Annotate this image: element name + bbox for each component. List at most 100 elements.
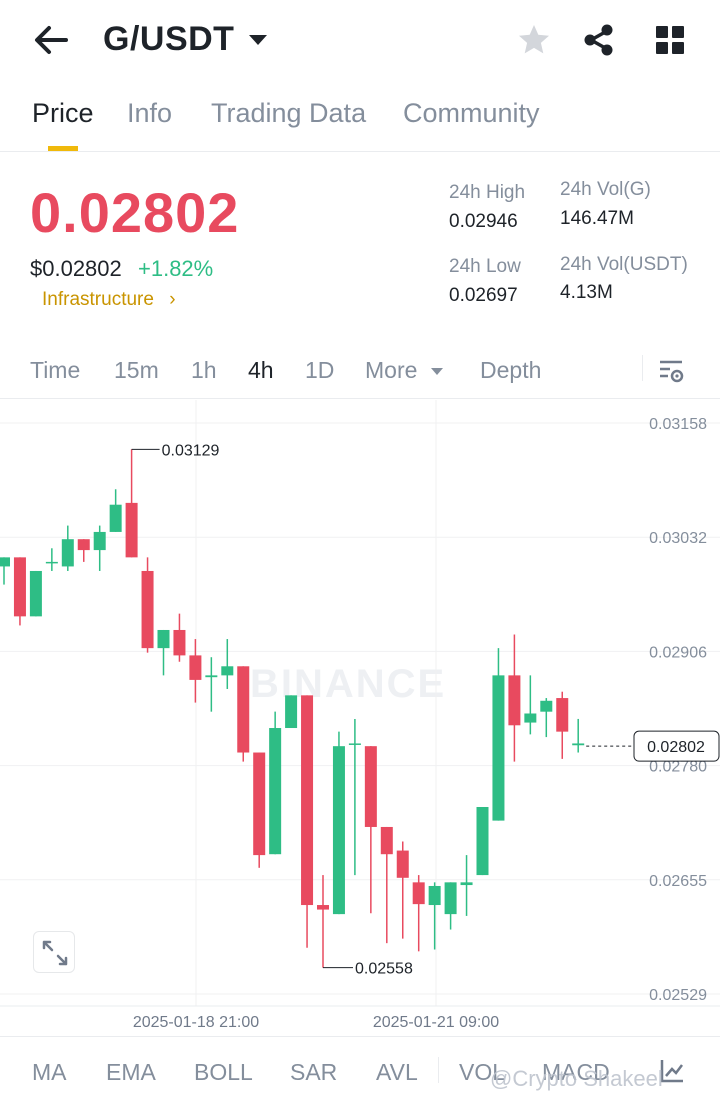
candle-body <box>285 695 298 729</box>
x-tick-label: 2025-01-18 21:00 <box>133 1014 259 1031</box>
indicator-bar: MA EMA BOLL SAR AVL VOL MACD <box>0 1036 720 1105</box>
candle-body <box>508 675 521 726</box>
candle-body <box>428 885 441 906</box>
fullscreen-button[interactable] <box>33 931 75 973</box>
share-icon[interactable] <box>581 22 617 58</box>
current-price-label: 0.02802 <box>647 739 705 756</box>
vol-base-value: 146.47M <box>560 208 634 229</box>
y-tick-label: 0.02906 <box>649 644 707 661</box>
candle-body <box>61 539 74 567</box>
candle-body <box>29 570 42 617</box>
page-tabs: Price Info Trading Data Community <box>0 92 720 152</box>
chevron-right-icon: › <box>169 289 176 310</box>
tab-info[interactable]: Info <box>127 98 173 128</box>
candle-body <box>253 752 266 856</box>
indicator-ma[interactable]: MA <box>32 1059 67 1085</box>
candle-body <box>269 728 282 855</box>
candle-body <box>45 561 58 564</box>
x-tick-label: 2025-01-21 09:00 <box>373 1014 499 1031</box>
candle-body <box>396 850 409 878</box>
interval-more-label: More <box>365 357 418 383</box>
candle-body <box>317 905 329 910</box>
candle-body <box>125 502 138 558</box>
indicator-avl[interactable]: AVL <box>376 1059 418 1085</box>
indicator-settings-icon[interactable] <box>658 1057 686 1085</box>
y-tick-label: 0.02780 <box>649 759 707 776</box>
tab-price[interactable]: Price <box>32 98 94 128</box>
candle-body <box>77 539 90 551</box>
low-label: 24h Low <box>449 256 521 277</box>
chart-canvas[interactable]: 0.03158 0.03032 0.02906 0.02780 0.02655 0.025… <box>0 400 720 1035</box>
dropdown-caret-icon <box>249 34 268 45</box>
candle-body <box>189 655 202 680</box>
candle-body <box>476 806 489 876</box>
candle-body <box>364 746 377 827</box>
sector-label: Infrastructure <box>42 289 154 310</box>
usd-price: $0.02802 <box>30 256 122 281</box>
candle-body <box>380 826 393 855</box>
candle-body <box>109 504 122 532</box>
y-tick-label: 0.03158 <box>649 416 707 433</box>
interval-more[interactable]: More <box>365 357 444 384</box>
high-label: 24h High <box>449 182 526 203</box>
pair-title: G/USDT <box>103 20 235 58</box>
y-tick-label: 0.02529 <box>649 987 707 1004</box>
candle-body <box>221 666 234 676</box>
candle-body <box>0 557 10 567</box>
candle-body <box>141 570 154 649</box>
candle-body <box>572 743 585 746</box>
candle-body <box>157 629 170 649</box>
interval-4h[interactable]: 4h <box>248 357 274 383</box>
indicator-sar[interactable]: SAR <box>290 1059 338 1085</box>
candle-body <box>301 695 314 906</box>
candle-body <box>444 882 457 915</box>
candle-body <box>237 666 250 753</box>
candle-body <box>205 675 218 678</box>
active-tab-indicator <box>48 146 78 151</box>
star-icon[interactable] <box>516 22 552 58</box>
candle-body <box>556 698 569 732</box>
indicator-macd[interactable]: MACD <box>542 1059 610 1085</box>
current-price-tag <box>633 730 720 762</box>
candle-body <box>173 629 186 656</box>
indicator-boll[interactable]: BOLL <box>194 1059 253 1085</box>
price-change: +1.82% <box>138 256 214 281</box>
candle-body <box>332 746 345 915</box>
indicator-ema[interactable]: EMA <box>106 1059 156 1085</box>
interval-depth[interactable]: Depth <box>480 357 542 383</box>
candlestick-chart[interactable]: BINANCE 0.03158 0.03032 0.02906 0.02780 0.02… <box>0 400 720 1035</box>
back-arrow-icon[interactable] <box>30 22 70 58</box>
interval-15m[interactable]: 15m <box>114 357 159 383</box>
caret-down-icon <box>430 368 443 376</box>
indicator-vol[interactable]: VOL <box>459 1059 506 1085</box>
watermark: BINANCE <box>250 662 447 706</box>
watermark-credit: @Crypto Shakeel <box>490 1066 663 1091</box>
expand-icon <box>42 940 68 966</box>
interval-bar: Time 15m 1h 4h 1D More Depth <box>0 345 720 399</box>
min-annotation-label: 0.02558 <box>355 961 413 978</box>
vol-base-label: 24h Vol(G) <box>560 179 651 200</box>
chart-settings-icon[interactable] <box>657 357 685 385</box>
candle-body <box>348 743 361 745</box>
sector-tag[interactable]: Infrastructure › <box>42 289 176 311</box>
pair-selector[interactable]: G/USDT <box>103 20 268 59</box>
top-bar: G/USDT <box>0 0 720 80</box>
candle-body <box>540 700 553 712</box>
y-tick-label: 0.03032 <box>649 530 707 547</box>
candle-body <box>524 713 537 723</box>
grid-icon[interactable] <box>652 22 688 58</box>
candle-body <box>460 882 473 886</box>
interval-time[interactable]: Time <box>30 357 81 383</box>
divider <box>438 1057 439 1083</box>
y-tick-label: 0.02655 <box>649 873 707 890</box>
vol-quote-value: 4.13M <box>560 282 613 303</box>
interval-1h[interactable]: 1h <box>191 357 217 383</box>
interval-1d[interactable]: 1D <box>305 357 335 383</box>
candle-body <box>13 557 26 617</box>
tab-trading-data[interactable]: Trading Data <box>211 98 367 128</box>
last-price: 0.02802 <box>30 181 240 244</box>
tab-community[interactable]: Community <box>403 98 540 128</box>
candle-body <box>93 531 106 551</box>
candle-body <box>412 882 425 905</box>
max-annotation-label: 0.03129 <box>162 442 220 459</box>
